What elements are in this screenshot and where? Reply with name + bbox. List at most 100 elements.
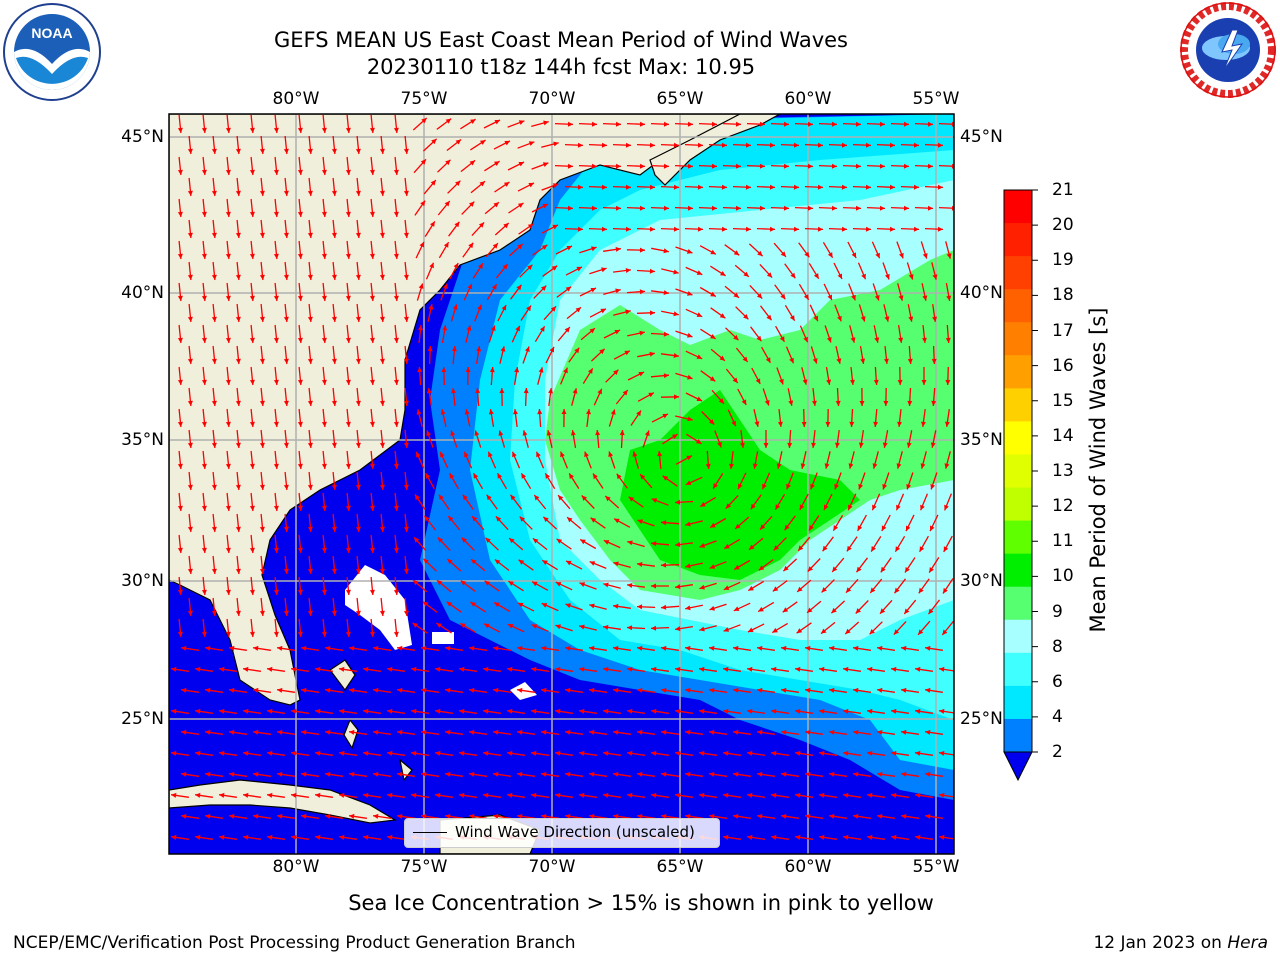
- wave-arrow-head: [187, 484, 193, 490]
- wave-arrow-head: [442, 325, 448, 331]
- wave-arrow-head: [393, 295, 399, 301]
- wave-arrow-head: [891, 666, 897, 672]
- wave-arrow-head: [423, 558, 429, 564]
- wave-arrow-head: [639, 330, 645, 336]
- wave-arrow-head: [259, 358, 265, 364]
- wave-arrow-head: [211, 232, 217, 238]
- wave-arrow-head: [393, 337, 399, 343]
- wave-arrow-head: [465, 367, 471, 373]
- wave-arrow-head: [931, 358, 937, 364]
- colorbar-tick-label: 9: [1052, 601, 1063, 622]
- wave-arrow-head: [759, 205, 765, 211]
- wave-arrow-head: [819, 792, 825, 798]
- wave-arrow-head: [403, 442, 409, 448]
- wave-arrow-head: [651, 625, 657, 631]
- lat-tick-right: 40°N: [960, 283, 1003, 303]
- wave-arrow-head: [499, 388, 505, 394]
- wave-arrow-head: [613, 729, 619, 735]
- wave-arrow-head: [580, 539, 586, 545]
- wave-arrow-head: [843, 708, 849, 714]
- wave-arrow-head: [438, 494, 444, 501]
- wave-arrow-head: [811, 442, 816, 448]
- wave-arrow-head: [307, 232, 313, 238]
- wave-arrow-head: [925, 645, 931, 651]
- wave-arrow-head: [219, 834, 225, 840]
- wave-arrow-head: [307, 358, 313, 364]
- wave-arrow-head: [743, 271, 749, 277]
- wave-arrow-head: [922, 337, 927, 343]
- wave-arrow-head: [817, 142, 823, 148]
- wave-arrow-head: [855, 121, 861, 127]
- wave-arrow-head: [625, 309, 631, 315]
- wave-arrow-head: [490, 325, 496, 331]
- wave-arrow-head: [613, 645, 619, 651]
- wave-arrow-head: [763, 443, 769, 448]
- wave-arrow-head: [440, 451, 445, 458]
- wave-arrow-head: [345, 337, 351, 343]
- wave-arrow-head: [827, 294, 832, 301]
- wave-arrow-head: [776, 463, 782, 469]
- wave-arrow-head: [819, 666, 825, 672]
- wave-arrow-head: [541, 771, 547, 777]
- wave-arrow-head: [784, 524, 790, 531]
- wave-arrow-head: [699, 584, 705, 590]
- wave-arrow-head: [379, 316, 385, 322]
- chart-title: GEFS MEAN US East Coast Mean Period of W…: [274, 28, 848, 52]
- wave-arrow-head: [721, 226, 727, 232]
- wave-arrow-head: [625, 268, 631, 273]
- colorbar-tick-label: 4: [1052, 706, 1063, 727]
- wave-arrow-head: [725, 503, 732, 509]
- wave-arrow-head: [468, 242, 474, 249]
- wave-arrow-head: [884, 316, 890, 322]
- wave-arrow-head: [577, 226, 583, 232]
- colorbar-tick-label: 12: [1052, 496, 1074, 517]
- wave-arrow-head: [369, 547, 375, 553]
- wave-arrow-head: [507, 624, 514, 629]
- wave-arrow-head: [451, 346, 457, 352]
- wave-arrow-head: [735, 163, 741, 169]
- wave-arrow-head: [841, 142, 847, 148]
- wave-arrow-head: [755, 378, 761, 384]
- wave-arrow-head: [918, 629, 924, 635]
- wave-arrow-head: [517, 645, 523, 651]
- wave-arrow-head: [757, 645, 763, 651]
- wave-arrow-head: [229, 729, 235, 735]
- wave-arrow-head: [532, 581, 538, 587]
- wave-arrow-head: [663, 163, 669, 169]
- wave-arrow-head: [259, 484, 265, 490]
- wave-arrow-head: [421, 771, 427, 777]
- wave-arrow-head: [589, 813, 595, 819]
- wave-arrow-head: [835, 442, 840, 448]
- footer-date-prefix: 12 Jan 2023 on: [1093, 933, 1228, 953]
- wave-arrow-head: [632, 451, 638, 457]
- wave-arrow-head: [829, 771, 835, 777]
- wave-arrow-head: [235, 568, 241, 574]
- wave-arrow-head: [187, 526, 193, 532]
- wave-arrow-head: [809, 525, 814, 531]
- wave-arrow-head: [639, 289, 645, 295]
- wave-arrow-head: [615, 163, 621, 169]
- wave-arrow-head: [788, 400, 794, 406]
- wave-arrow-head: [464, 409, 470, 415]
- wave-arrow-head: [574, 347, 580, 354]
- colorbar-swatch: [1004, 685, 1032, 720]
- wave-arrow-head: [762, 483, 767, 490]
- wave-arrow-head: [449, 473, 455, 479]
- wave-arrow-head: [711, 205, 717, 211]
- wave-arrow-head: [710, 291, 716, 297]
- wave-arrow-head: [553, 141, 559, 147]
- wave-arrow-head: [613, 561, 619, 567]
- wave-arrow-head: [541, 729, 547, 735]
- wave-arrow-head: [925, 771, 931, 777]
- wave-arrow-head: [865, 226, 871, 232]
- wave-arrow-head: [201, 169, 207, 175]
- wave-arrow-head: [249, 295, 255, 301]
- wave-arrow-head: [187, 400, 193, 406]
- wave-arrow-head: [637, 729, 643, 735]
- wave-arrow-head: [421, 813, 427, 819]
- wave-arrow-head: [721, 142, 727, 148]
- wave-arrow-head: [603, 792, 609, 798]
- wave-arrow-head: [211, 484, 217, 490]
- colorbar-swatch: [1004, 421, 1032, 455]
- wave-arrow-head: [861, 273, 866, 280]
